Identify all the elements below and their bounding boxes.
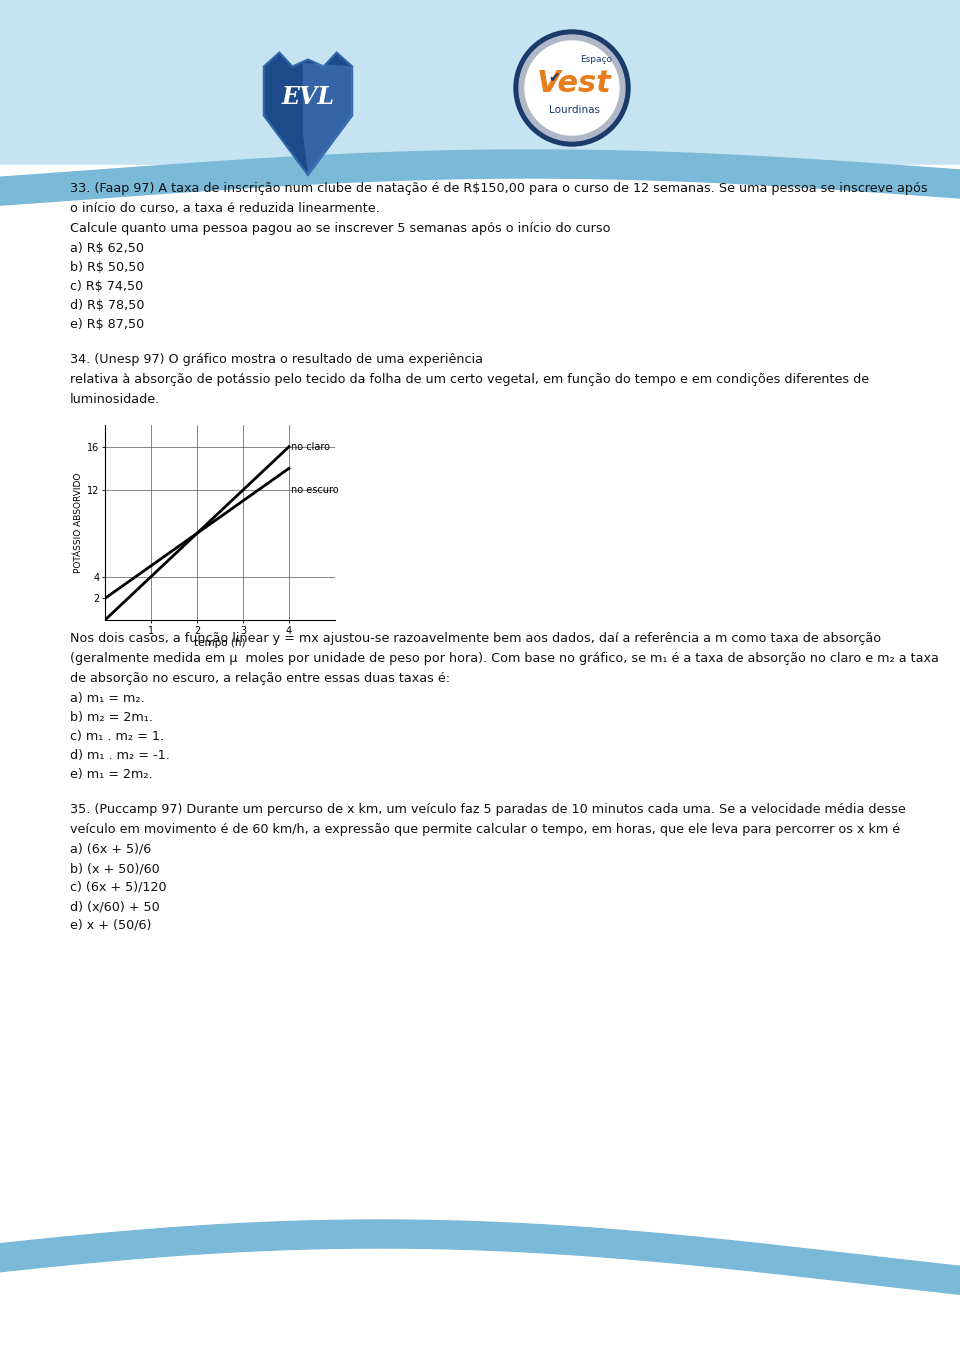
Polygon shape bbox=[0, 150, 960, 205]
Text: e) x + (50/6): e) x + (50/6) bbox=[70, 919, 152, 931]
Text: Lourdinas: Lourdinas bbox=[548, 105, 599, 115]
Text: a) R$ 62,50: a) R$ 62,50 bbox=[70, 242, 144, 255]
Text: EVL: EVL bbox=[281, 85, 334, 108]
X-axis label: tempo (h): tempo (h) bbox=[194, 639, 246, 648]
Text: no escuro: no escuro bbox=[291, 485, 339, 495]
Text: a) (6x + 5)/6: a) (6x + 5)/6 bbox=[70, 842, 152, 856]
Y-axis label: POTÁSSIO ABSORVIDO: POTÁSSIO ABSORVIDO bbox=[74, 472, 83, 572]
Text: 35. (Puccamp 97) Durante um percurso de x km, um veículo faz 5 paradas de 10 min: 35. (Puccamp 97) Durante um percurso de … bbox=[70, 803, 905, 815]
Text: no claro: no claro bbox=[291, 441, 330, 452]
Text: Vest: Vest bbox=[537, 69, 612, 97]
Text: (geralmente medida em μ  moles por unidade de peso por hora). Com base no gráfic: (geralmente medida em μ moles por unidad… bbox=[70, 652, 939, 666]
Bar bbox=[0, 1210, 960, 1350]
Text: d) m₁ . m₂ = -1.: d) m₁ . m₂ = -1. bbox=[70, 749, 170, 761]
Circle shape bbox=[514, 30, 630, 146]
Text: c) m₁ . m₂ = 1.: c) m₁ . m₂ = 1. bbox=[70, 730, 164, 742]
Text: d) (x/60) + 50: d) (x/60) + 50 bbox=[70, 900, 159, 913]
Circle shape bbox=[525, 40, 619, 135]
Text: 34. (Unesp 97) O gráfico mostra o resultado de uma experiência: 34. (Unesp 97) O gráfico mostra o result… bbox=[70, 352, 483, 366]
Text: b) m₂ = 2m₁.: b) m₂ = 2m₁. bbox=[70, 711, 153, 724]
Text: c) (6x + 5)/120: c) (6x + 5)/120 bbox=[70, 882, 167, 894]
Text: ✔: ✔ bbox=[548, 72, 560, 85]
Text: 33. (Faap 97) A taxa de inscrição num clube de natação é de R$150,00 para o curs: 33. (Faap 97) A taxa de inscrição num cl… bbox=[70, 182, 927, 194]
Bar bbox=[0, 165, 960, 1350]
Text: a) m₁ = m₂.: a) m₁ = m₂. bbox=[70, 693, 145, 705]
Text: luminosidade.: luminosidade. bbox=[70, 393, 160, 406]
Text: b) R$ 50,50: b) R$ 50,50 bbox=[70, 261, 145, 274]
Polygon shape bbox=[264, 53, 352, 176]
Text: e) m₁ = 2m₂.: e) m₁ = 2m₂. bbox=[70, 768, 153, 782]
Text: Nos dois casos, a função linear y = mx ajustou-se razoavelmente bem aos dados, d: Nos dois casos, a função linear y = mx a… bbox=[70, 632, 881, 645]
Text: Espaço: Espaço bbox=[580, 55, 612, 65]
Bar bbox=[0, 176, 960, 1350]
Polygon shape bbox=[0, 1220, 960, 1295]
Bar bbox=[0, 0, 960, 170]
Text: Calcule quanto uma pessoa pagou ao se inscrever 5 semanas após o início do curso: Calcule quanto uma pessoa pagou ao se in… bbox=[70, 221, 611, 235]
Text: o início do curso, a taxa é reduzida linearmente.: o início do curso, a taxa é reduzida lin… bbox=[70, 202, 380, 215]
Circle shape bbox=[519, 35, 625, 140]
Text: veículo em movimento é de 60 km/h, a expressão que permite calcular o tempo, em : veículo em movimento é de 60 km/h, a exp… bbox=[70, 824, 900, 836]
Text: relativa à absorção de potássio pelo tecido da folha de um certo vegetal, em fun: relativa à absorção de potássio pelo tec… bbox=[70, 373, 869, 386]
Text: c) R$ 74,50: c) R$ 74,50 bbox=[70, 279, 143, 293]
Text: e) R$ 87,50: e) R$ 87,50 bbox=[70, 319, 144, 331]
Text: d) R$ 78,50: d) R$ 78,50 bbox=[70, 298, 145, 312]
Bar bbox=[0, 0, 960, 180]
Text: b) (x + 50)/60: b) (x + 50)/60 bbox=[70, 863, 159, 875]
Text: de absorção no escuro, a relação entre essas duas taxas é:: de absorção no escuro, a relação entre e… bbox=[70, 672, 450, 684]
Polygon shape bbox=[302, 63, 352, 176]
